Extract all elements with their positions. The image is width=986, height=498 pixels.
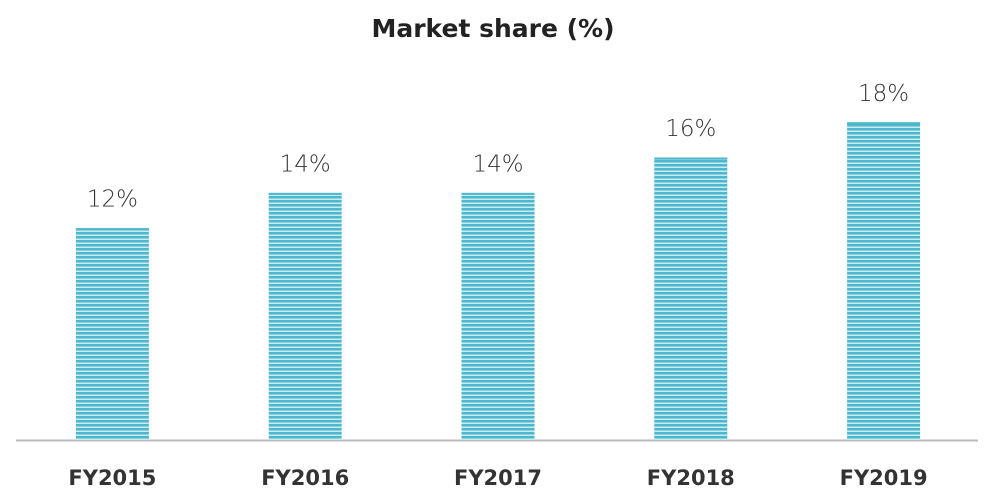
data-label: 14% bbox=[280, 151, 331, 177]
x-tick-label: FY2019 bbox=[840, 466, 928, 490]
data-label: 14% bbox=[472, 151, 523, 177]
x-tick-label: FY2015 bbox=[68, 466, 156, 490]
data-label: 16% bbox=[665, 116, 716, 142]
bar bbox=[847, 122, 921, 441]
chart-title: Market share (%) bbox=[371, 14, 614, 43]
bar bbox=[654, 157, 728, 440]
x-tick-label: FY2018 bbox=[647, 466, 735, 490]
bar-top bbox=[268, 192, 342, 195]
x-tick-label: FY2017 bbox=[454, 466, 542, 490]
bar bbox=[461, 192, 535, 440]
bar bbox=[268, 192, 342, 440]
bar-top bbox=[847, 122, 921, 125]
x-tick-label: FY2016 bbox=[261, 466, 349, 490]
bar bbox=[75, 228, 149, 440]
bar-top bbox=[654, 157, 728, 160]
data-label: 12% bbox=[87, 187, 138, 213]
data-label: 18% bbox=[858, 81, 909, 107]
bar-top bbox=[75, 228, 149, 231]
bar-top bbox=[461, 192, 535, 195]
